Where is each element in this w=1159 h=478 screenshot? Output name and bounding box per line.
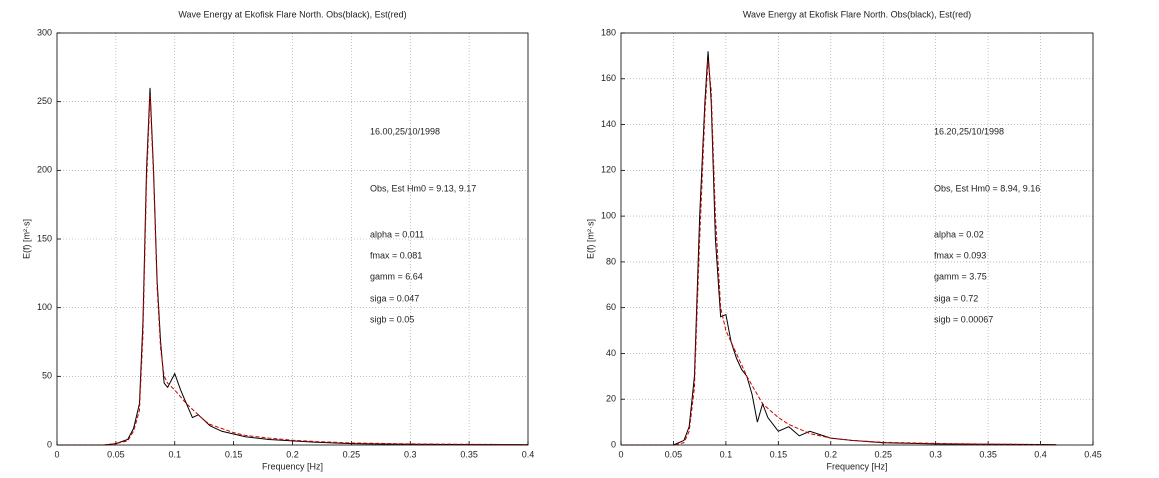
x-axis-label: Frequency [Hz] bbox=[826, 461, 887, 471]
y-tick-label: 140 bbox=[601, 119, 616, 129]
x-tick-label: 0.3 bbox=[404, 449, 417, 459]
annotation: 16.20,25/10/1998 bbox=[934, 126, 1004, 136]
y-tick-label: 100 bbox=[37, 302, 52, 312]
x-tick-label: 0.35 bbox=[979, 449, 997, 459]
x-tick-label: 0.1 bbox=[168, 449, 181, 459]
y-tick-label: 20 bbox=[606, 394, 616, 404]
annotation: siga = 0.72 bbox=[934, 293, 978, 303]
x-tick-label: 0.05 bbox=[107, 449, 125, 459]
plot-area bbox=[621, 33, 1093, 445]
y-tick-label: 60 bbox=[606, 302, 616, 312]
y-tick-label: 250 bbox=[37, 96, 52, 106]
y-tick-label: 300 bbox=[37, 27, 52, 37]
y-tick-label: 50 bbox=[42, 371, 52, 381]
y-tick-label: 120 bbox=[601, 165, 616, 175]
annotation: siga = 0.047 bbox=[370, 293, 419, 303]
annotation: Obs, Est Hm0 = 8.94, 9.16 bbox=[934, 183, 1040, 193]
annotation: alpha = 0.011 bbox=[370, 229, 424, 239]
y-tick-label: 0 bbox=[611, 439, 616, 449]
x-tick-label: 0.45 bbox=[1084, 449, 1102, 459]
y-tick-label: 0 bbox=[47, 439, 52, 449]
x-tick-label: 0.25 bbox=[343, 449, 361, 459]
x-axis-label: Frequency [Hz] bbox=[262, 461, 323, 471]
annotation: fmax = 0.081 bbox=[370, 250, 422, 260]
chart-title: Wave Energy at Ekofisk Flare North. Obs(… bbox=[743, 9, 971, 19]
x-tick-label: 0.2 bbox=[286, 449, 299, 459]
y-tick-label: 100 bbox=[601, 210, 616, 220]
plot-frame bbox=[56, 32, 529, 446]
x-tick-label: 0.1 bbox=[720, 449, 733, 459]
y-tick-label: 150 bbox=[37, 233, 52, 243]
x-tick-label: 0.15 bbox=[770, 449, 788, 459]
annotation: gamm = 6.64 bbox=[370, 271, 423, 281]
plot-frame bbox=[620, 32, 1094, 446]
y-tick-label: 160 bbox=[601, 73, 616, 83]
y-axis-label: E(f) [m²·s] bbox=[21, 219, 31, 259]
annotation: gamm = 3.75 bbox=[934, 271, 987, 281]
annotation: sigb = 0.05 bbox=[370, 314, 414, 324]
x-tick-label: 0.15 bbox=[225, 449, 243, 459]
x-tick-label: 0.2 bbox=[825, 449, 838, 459]
plot-area bbox=[57, 33, 528, 445]
annotation: Obs, Est Hm0 = 9.13, 9.17 bbox=[370, 183, 476, 193]
annotation: fmax = 0.093 bbox=[934, 250, 986, 260]
y-tick-label: 180 bbox=[601, 27, 616, 37]
x-tick-label: 0.35 bbox=[460, 449, 478, 459]
x-tick-label: 0.3 bbox=[929, 449, 942, 459]
annotation: 16.00,25/10/1998 bbox=[370, 126, 440, 136]
x-tick-label: 0 bbox=[54, 449, 59, 459]
x-tick-label: 0.4 bbox=[1034, 449, 1047, 459]
line-series bbox=[621, 60, 1057, 446]
x-tick-label: 0.4 bbox=[522, 449, 535, 459]
x-tick-label: 0.05 bbox=[665, 449, 683, 459]
chart-title: Wave Energy at Ekofisk Flare North. Obs(… bbox=[178, 9, 406, 19]
y-axis-label: E(f) [m²·s] bbox=[585, 219, 595, 259]
y-tick-label: 40 bbox=[606, 348, 616, 358]
annotation: sigb = 0.00067 bbox=[934, 314, 993, 324]
x-tick-label: 0 bbox=[618, 449, 623, 459]
annotation: alpha = 0.02 bbox=[934, 229, 984, 239]
line-series bbox=[57, 94, 529, 446]
x-tick-label: 0.25 bbox=[874, 449, 892, 459]
y-tick-label: 80 bbox=[606, 256, 616, 266]
y-tick-label: 200 bbox=[37, 165, 52, 175]
